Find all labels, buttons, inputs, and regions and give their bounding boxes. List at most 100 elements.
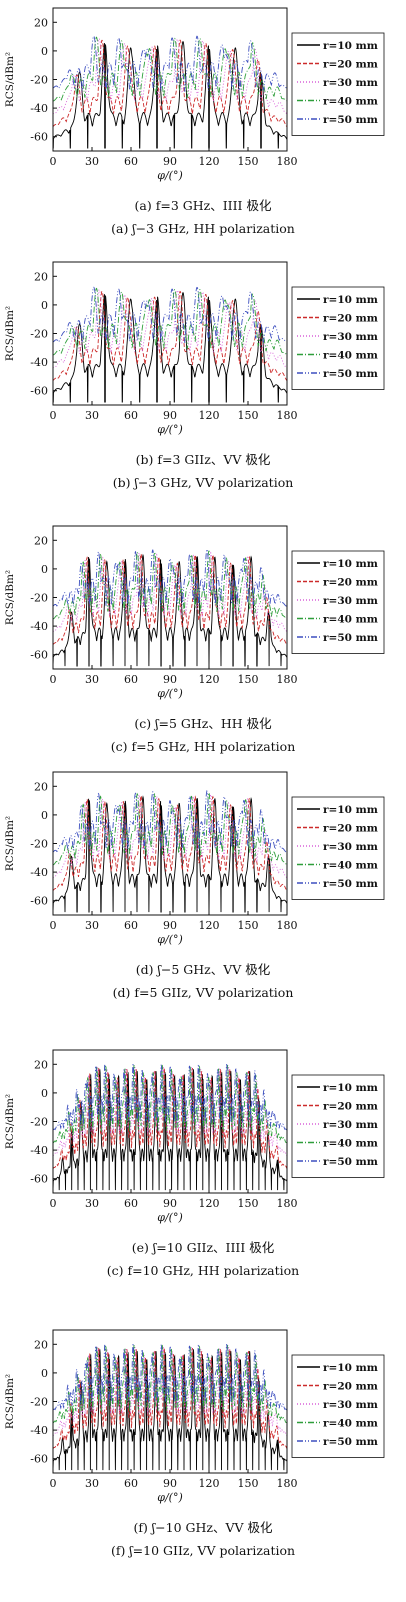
x-tick-label: 30 (85, 1197, 99, 1210)
panel-d: 0 30 60 90 120 150 180 20 0 -20 -40 -60 φ/(°) RCS/dBm… (0, 764, 406, 1034)
caption-cn: (c) ʃ=5 GHz、HH 极化 (134, 716, 272, 731)
y-tick-label: 20 (34, 16, 48, 29)
y-tick-label: -40 (30, 866, 48, 879)
x-tick-label: 60 (124, 409, 138, 422)
legend-label: r=30 mm (323, 1119, 378, 1131)
series-line (53, 795, 287, 913)
caption-en: (f) ʃ=10 GIIz, VV polarization (110, 1543, 296, 1558)
y-axis-label: RCS/dBm² (4, 306, 16, 361)
caption-en: (c) f=10 GHz, HH polarization (106, 1263, 300, 1278)
legend-label: r=20 mm (323, 59, 378, 71)
y-tick-label: -20 (30, 838, 48, 851)
x-axis-label: φ/(°) (157, 1491, 183, 1504)
y-tick-label: -20 (30, 74, 48, 87)
caption-cn: (f) ʃ−10 GHz、VV 极化 (133, 1520, 273, 1535)
x-tick-label: 0 (50, 1197, 57, 1210)
series-line (53, 1347, 287, 1449)
legend-label: r=10 mm (323, 804, 378, 816)
x-tick-label: 120 (199, 409, 220, 422)
x-tick-label: 120 (199, 919, 220, 932)
x-tick-label: 180 (277, 1197, 298, 1210)
x-tick-label: 0 (50, 409, 57, 422)
legend-label: r=50 mm (323, 114, 378, 126)
caption-en: (d) f=5 GIIz, VV polarization (112, 985, 294, 1000)
x-axis-label: φ/(°) (157, 169, 183, 182)
panel-c: 0 30 60 90 120 150 180 20 0 -20 -40 -60 φ/(°) RCS/dBm… (0, 518, 406, 788)
y-tick-label: -40 (30, 102, 48, 115)
x-tick-label: 60 (124, 1197, 138, 1210)
y-tick-label: 0 (41, 299, 48, 312)
series-group (53, 548, 287, 667)
series-line (53, 1064, 287, 1144)
caption-en: (a) ʃ−3 GHz, HH polarization (111, 221, 295, 236)
series-group (53, 1343, 287, 1471)
x-tick-label: 150 (238, 673, 259, 686)
series-line (53, 553, 287, 667)
legend-label: r=30 mm (323, 331, 378, 343)
x-tick-label: 30 (85, 1477, 99, 1490)
y-tick-label: 20 (34, 534, 48, 547)
chart-f: 0 30 60 90 120 150 180 20 0 -20 -40 -60 φ/(°) RCS/dBm… (4, 1329, 385, 1504)
y-tick-label: -20 (30, 328, 48, 341)
x-tick-label: 180 (277, 155, 298, 168)
legend-label: r=20 mm (323, 823, 378, 835)
y-axis-label: RCS/dBm² (4, 52, 16, 107)
series-line (53, 1349, 287, 1471)
x-tick-label: 30 (85, 409, 99, 422)
x-tick-label: 180 (277, 1477, 298, 1490)
x-tick-label: 60 (124, 1477, 138, 1490)
chart-c: 0 30 60 90 120 150 180 20 0 -20 -40 -60 φ/(°) RCS/dBm… (4, 525, 385, 700)
legend-label: r=10 mm (323, 1362, 378, 1374)
series-group (53, 789, 287, 913)
y-tick-label: -60 (30, 1453, 48, 1466)
x-axis-label: φ/(°) (157, 1211, 183, 1224)
x-tick-label: 150 (238, 155, 259, 168)
legend-label: r=40 mm (323, 350, 378, 362)
chart-b: 0 30 60 90 120 150 180 20 0 -20 -40 -60 φ/(°) RCS/dBm… (4, 261, 385, 436)
series-line (53, 550, 287, 620)
x-tick-label: 150 (238, 919, 259, 932)
series-line (53, 290, 287, 382)
legend-label: r=20 mm (323, 1381, 378, 1393)
legend-label: r=50 mm (323, 1156, 378, 1168)
legend-label: r=20 mm (323, 577, 378, 589)
y-tick-label: -20 (30, 1116, 48, 1129)
x-axis-label: φ/(°) (157, 423, 183, 436)
x-tick-label: 90 (163, 919, 177, 932)
y-tick-label: 20 (34, 1058, 48, 1071)
x-tick-label: 150 (238, 409, 259, 422)
legend-box (291, 550, 385, 654)
y-tick-label: -40 (30, 1424, 48, 1437)
series-line (53, 792, 287, 866)
legend-label: r=40 mm (323, 860, 378, 872)
caption-cn: (b) f=3 GIIz、VV 极化 (135, 452, 271, 467)
legend-box (291, 286, 385, 390)
y-tick-label: 20 (34, 780, 48, 793)
series-line (53, 1069, 287, 1191)
legend-label: r=40 mm (323, 1418, 378, 1430)
y-axis-label: RCS/dBm² (4, 816, 16, 871)
caption-en: (c) f=5 GHz, HH polarization (110, 739, 296, 754)
x-tick-label: 0 (50, 673, 57, 686)
x-tick-label: 90 (163, 1197, 177, 1210)
y-tick-label: -60 (30, 131, 48, 144)
legend-label: r=40 mm (323, 614, 378, 626)
series-group (53, 1063, 287, 1191)
series-line (53, 553, 287, 645)
y-tick-label: -20 (30, 592, 48, 605)
caption-cn: (a) f=3 GHz、IIII 极化 (134, 198, 272, 213)
series-line (53, 36, 287, 102)
series-line (53, 289, 287, 369)
series-line (53, 789, 287, 853)
legend-label: r=20 mm (323, 313, 378, 325)
x-tick-label: 0 (50, 1477, 57, 1490)
series-line (53, 287, 287, 356)
y-tick-label: 0 (41, 45, 48, 58)
x-tick-label: 120 (199, 1197, 220, 1210)
x-tick-label: 90 (163, 155, 177, 168)
x-axis-label: φ/(°) (157, 933, 183, 946)
x-tick-label: 150 (238, 1197, 259, 1210)
panel-a: 0 30 60 90 120 150 180 20 0 -20 -40 -60 φ/(°) RCS/dBm… (0, 0, 406, 270)
series-line (53, 35, 287, 92)
x-tick-label: 30 (85, 155, 99, 168)
